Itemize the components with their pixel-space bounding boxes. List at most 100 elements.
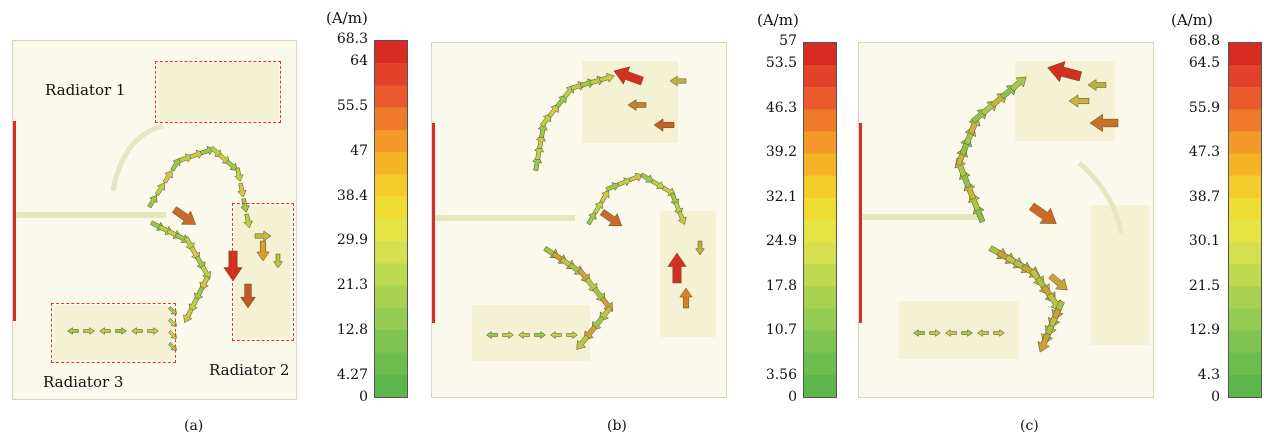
colorbar-tick-label: 38.4 <box>336 187 368 204</box>
colorbar-tick-label: 47 <box>350 142 368 159</box>
feed-line <box>859 123 862 323</box>
current-arrow <box>234 167 244 183</box>
colorbar-tick-label: 24.9 <box>765 233 797 250</box>
colorbar-tick-label: 17.8 <box>765 277 797 294</box>
colorbar-ticks: 68.3 64 55.5 47 38.4 29.9 21.3 12.8 4.27 0 <box>318 31 368 405</box>
current-arrow <box>147 194 158 209</box>
current-arrow <box>555 94 567 109</box>
current-arrow <box>486 331 498 339</box>
colorbar-tick-label: 21.5 <box>1188 277 1220 294</box>
current-arrow <box>168 342 177 351</box>
current-arrow <box>168 318 177 327</box>
colorbar-tick-label: 53.5 <box>765 55 797 72</box>
current-arrow <box>640 172 654 183</box>
current-arrow <box>599 189 610 204</box>
current-arrow <box>243 213 253 229</box>
colorbar-tick-label: 32.1 <box>765 188 797 205</box>
current-arrow <box>162 170 173 184</box>
colorbar-tick-label: 57 <box>779 33 797 49</box>
current-distribution-plot: Radiator 1 Radiator 2 Radiator 3 <box>12 40 297 400</box>
current-arrow <box>667 252 687 284</box>
current-arrow <box>651 179 665 190</box>
current-arrow <box>653 118 675 132</box>
colorbar-tick-label: 55.5 <box>336 98 368 115</box>
current-arrow <box>945 329 957 337</box>
current-arrow <box>1068 94 1090 108</box>
current-arrow <box>256 240 270 262</box>
colorbar-tick-label: 47.3 <box>1188 144 1220 161</box>
current-arrow <box>188 297 200 313</box>
current-arrow <box>99 327 111 335</box>
panel-caption: (c) <box>1020 418 1039 434</box>
current-arrow <box>534 331 546 339</box>
current-arrow <box>170 157 181 172</box>
current-arrow <box>1048 273 1068 291</box>
colorbar-tick-label: 55.9 <box>1188 99 1220 116</box>
panel-b: (A/m) 57 53.5 46.3 39.2 32.1 24.9 17.8 10.7 3.56… <box>421 0 842 441</box>
current-arrow <box>695 240 705 256</box>
radiator-patch <box>899 301 1019 359</box>
current-arrow <box>586 211 597 226</box>
current-arrow <box>961 329 973 337</box>
current-arrow <box>168 330 177 339</box>
current-arrow <box>576 334 590 350</box>
current-arrow <box>502 331 514 339</box>
current-arrow <box>168 306 177 315</box>
current-arrow <box>199 275 210 291</box>
current-arrow <box>613 66 644 86</box>
current-arrow <box>537 122 548 139</box>
radiator-2-box <box>232 203 294 341</box>
current-arrow <box>616 177 632 187</box>
colorbar-tick-label: 12.8 <box>336 321 368 338</box>
current-arrow <box>539 113 552 128</box>
current-arrow <box>189 149 204 160</box>
current-arrow <box>669 75 687 87</box>
current-arrow <box>131 327 143 335</box>
panel-a: Radiator 1 Radiator 2 Radiator 3 (A/m) 6… <box>0 0 421 441</box>
current-arrow <box>115 327 127 335</box>
current-arrow <box>977 329 989 337</box>
current-arrows-svg <box>859 61 1149 359</box>
current-arrow <box>628 172 644 183</box>
current-arrow <box>550 331 562 339</box>
feed-strip <box>16 212 166 218</box>
current-arrow <box>1087 79 1107 91</box>
current-arrow <box>147 327 159 335</box>
colorbar-tick-label: 46.3 <box>765 99 797 116</box>
current-arrow <box>913 329 925 337</box>
colorbar <box>374 40 408 398</box>
current-arrow <box>194 286 205 302</box>
trace <box>1077 161 1124 234</box>
feed-line <box>13 121 16 321</box>
current-distribution-plot <box>858 42 1154 398</box>
panel-caption: (a) <box>184 418 204 434</box>
current-arrow <box>1009 76 1027 92</box>
current-arrow <box>225 159 238 171</box>
colorbar-tick-label: 38.7 <box>1188 188 1220 205</box>
current-arrow <box>592 200 603 215</box>
feed-strip <box>862 214 982 220</box>
current-arrow <box>677 210 687 225</box>
panel-caption: (b) <box>607 418 627 434</box>
colorbar-tick-label: 10.7 <box>765 322 797 339</box>
radiator-2-label: Radiator 2 <box>209 361 290 379</box>
current-arrow <box>1037 332 1051 353</box>
colorbar <box>803 42 837 398</box>
radiator-1-box <box>155 61 281 123</box>
current-arrow <box>154 182 165 197</box>
current-arrow <box>83 327 95 335</box>
current-arrow <box>599 209 623 227</box>
current-arrow <box>273 253 283 269</box>
colorbar-unit: (A/m) <box>326 9 368 27</box>
current-arrow <box>223 250 243 282</box>
colorbar-tick-label: 0 <box>1211 389 1220 405</box>
colorbar-tick-label: 4.3 <box>1197 366 1220 383</box>
current-arrow <box>1089 113 1119 133</box>
colorbar-tick-label: 0 <box>788 389 797 405</box>
colorbar-tick-label: 39.2 <box>765 144 797 161</box>
colorbar-tick-label: 0 <box>359 389 368 405</box>
colorbar-tick-label: 21.3 <box>336 277 368 294</box>
current-arrow <box>240 198 250 213</box>
current-arrow <box>183 308 194 324</box>
radiator-1-label: Radiator 1 <box>45 81 126 99</box>
